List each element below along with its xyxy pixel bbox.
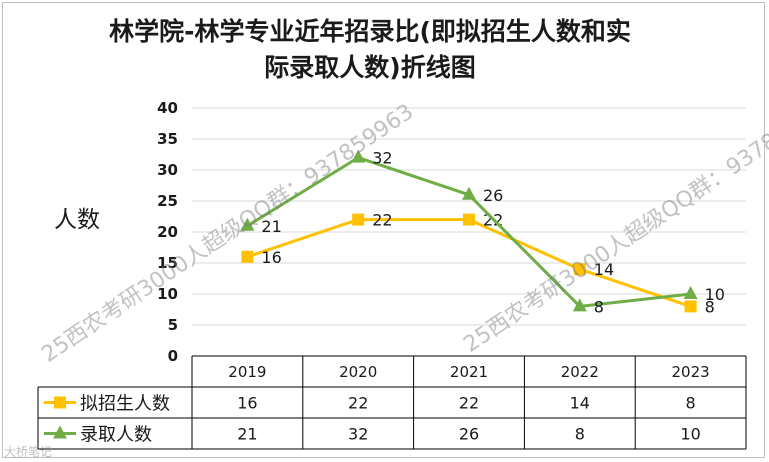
chart-title: 林学院-林学专业近年招录比(即拟招生人数和实 际录取人数)折线图 [60, 14, 680, 86]
data-label: 21 [261, 217, 281, 236]
table-cell-value: 8 [686, 394, 696, 413]
table-cell-value: 21 [237, 425, 257, 444]
legend-key-marker [54, 396, 66, 409]
y-axis-label: 人数 [54, 207, 100, 233]
table-cell-value: 22 [459, 394, 479, 413]
x-tick-label: 2023 [672, 363, 710, 381]
y-tick-label: 0 [168, 347, 178, 365]
y-tick-label: 5 [168, 316, 178, 334]
series-2-marker [462, 186, 476, 200]
y-tick-label: 20 [157, 223, 178, 241]
table-cell-value: 26 [459, 425, 479, 444]
legend-key-marker [53, 425, 67, 439]
series-1-marker [573, 263, 586, 276]
table-cell-value: 22 [348, 394, 368, 413]
table-cell-value: 10 [680, 425, 700, 444]
series-1-marker [241, 250, 254, 263]
legend-series-name: 拟招生人数 [80, 394, 170, 415]
series-2-marker [572, 298, 587, 312]
data-label: 26 [483, 186, 503, 205]
y-tick-label: 15 [157, 254, 178, 272]
x-tick-label: 2022 [561, 363, 599, 381]
x-tick-label: 2021 [450, 363, 488, 381]
series-1-marker [684, 300, 697, 313]
table-cell-value: 8 [575, 425, 585, 444]
y-tick-label: 30 [157, 161, 178, 179]
corner-badge: 大桥笔记 [4, 445, 53, 459]
data-label: 22 [372, 211, 392, 230]
y-tick-label: 25 [157, 192, 178, 210]
data-label: 16 [261, 248, 281, 267]
x-tick-label: 2020 [339, 363, 377, 381]
data-label: 8 [594, 297, 604, 316]
series-1-marker [463, 213, 475, 226]
table-cell-value: 16 [237, 394, 257, 413]
y-tick-label: 10 [157, 285, 178, 303]
series-2-marker [351, 149, 366, 163]
data-label: 14 [594, 260, 614, 279]
x-tick-label: 2019 [228, 363, 266, 381]
series-2-marker [240, 217, 255, 231]
data-label: 8 [705, 297, 715, 316]
table-cell-value: 14 [570, 394, 590, 413]
series-2-marker [683, 286, 698, 299]
table-cell-value: 32 [348, 425, 368, 444]
chart-title-line-2: 际录取人数)折线图 [264, 53, 476, 82]
chart-title-line-1: 林学院-林学专业近年招录比(即拟招生人数和实 [109, 17, 631, 46]
chart-frame [2, 2, 765, 458]
y-tick-label: 40 [157, 99, 178, 117]
y-tick-label: 35 [157, 130, 178, 148]
legend-series-name: 录取人数 [80, 425, 152, 446]
data-label: 10 [705, 285, 725, 304]
series-1-marker [352, 213, 365, 226]
data-label: 32 [372, 149, 392, 168]
